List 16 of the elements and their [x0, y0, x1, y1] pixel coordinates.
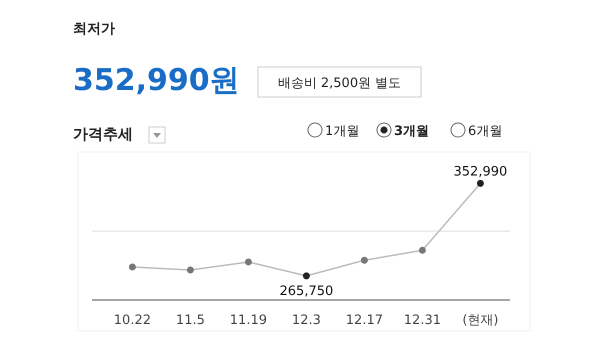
data-label: 265,750	[280, 284, 334, 299]
data-label: 352,990	[454, 164, 508, 180]
text: 6개월	[468, 124, 502, 139]
text: 1개월	[325, 124, 360, 139]
text: 3개월	[394, 124, 430, 139]
x-tick-label: 12.3	[292, 313, 321, 328]
x-tick-label: 12.31	[404, 313, 442, 328]
text: 352,990원	[73, 63, 240, 98]
x-tick-label: (현재)	[462, 313, 498, 328]
x-tick-label: 10.22	[114, 313, 152, 328]
text: 최저가	[73, 21, 115, 37]
x-tick-label: 12.17	[346, 313, 384, 328]
text: 배송비 2,500원 별도	[278, 76, 402, 91]
chart-title: 가격추세	[73, 125, 133, 143]
x-tick-label: 11.5	[176, 313, 205, 328]
x-tick-label: 11.19	[230, 313, 268, 328]
